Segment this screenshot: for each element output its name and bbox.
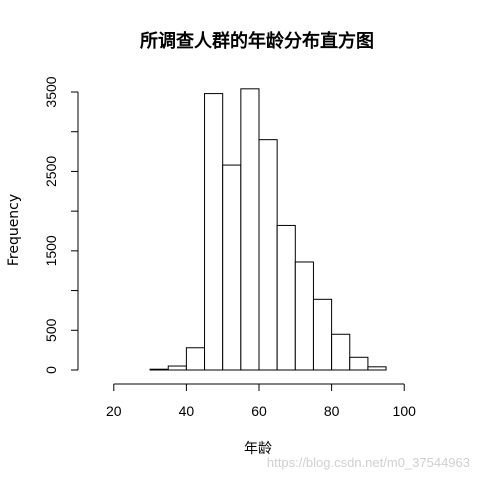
histogram-bar — [331, 333, 351, 371]
histogram-bar — [149, 368, 169, 371]
histogram-bar — [222, 164, 242, 371]
x-axis-label: 年龄 — [244, 441, 272, 457]
histogram-bar — [294, 261, 314, 371]
histogram-bar — [349, 356, 369, 371]
y-tick-label: 500 — [43, 318, 59, 342]
y-axis-label: Frequency — [6, 194, 22, 266]
x-tick-label: 80 — [324, 403, 340, 419]
y-tick-label: 1500 — [43, 235, 59, 266]
chart-title: 所调查人群的年龄分布直方图 — [140, 30, 374, 52]
y-tick-label: 2500 — [43, 156, 59, 187]
x-axis: 20 40 60 80 100 — [106, 383, 417, 419]
watermark-text: https://blog.csdn.net/m0_37544963 — [267, 455, 470, 470]
histogram-bar — [185, 347, 206, 371]
histogram-bar — [312, 298, 333, 371]
x-tick-label: 100 — [393, 403, 417, 419]
histogram-bar — [276, 224, 296, 371]
histogram-bar — [240, 88, 260, 371]
histogram-bar — [258, 139, 278, 371]
x-tick-label: 40 — [179, 403, 195, 419]
x-tick-label: 20 — [106, 403, 122, 419]
y-tick-label: 3500 — [43, 76, 59, 107]
histogram-bar — [167, 365, 187, 371]
bars-group — [149, 88, 387, 371]
y-axis: 0 500 1500 2500 3500 — [43, 76, 79, 374]
histogram-bar — [367, 366, 387, 371]
x-tick-label: 60 — [251, 403, 267, 419]
histogram-bar — [204, 93, 224, 371]
y-tick-label: 0 — [43, 366, 59, 374]
